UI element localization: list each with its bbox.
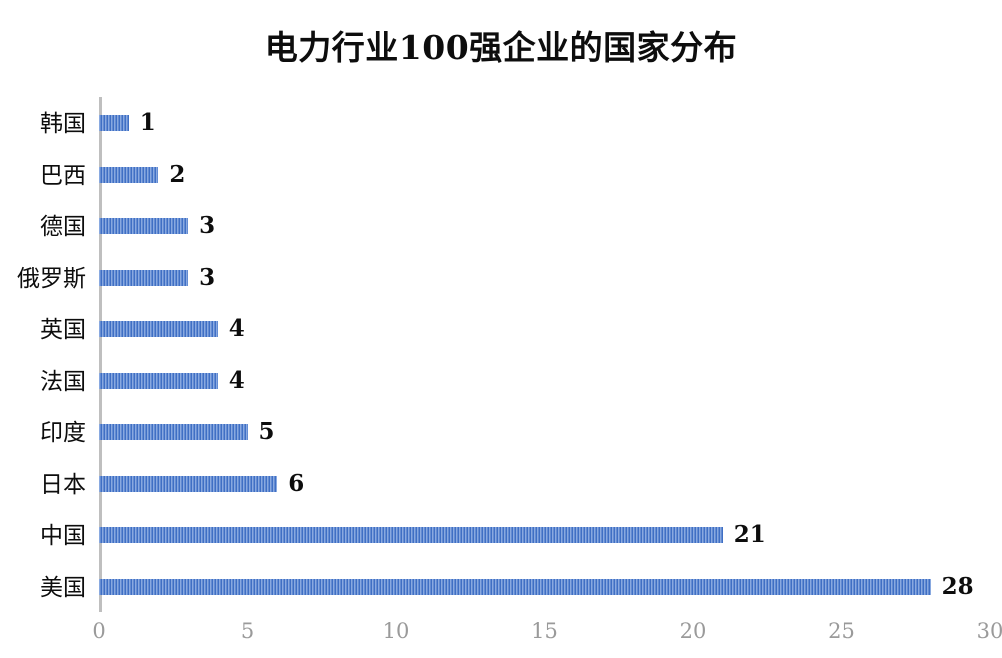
- bar-row: 28: [99, 561, 990, 613]
- x-axis-tick-25: 25: [828, 619, 855, 643]
- bar-row: 3: [99, 200, 990, 252]
- plot-area: 1 2 3 3 4 4 5 6 21 28: [99, 97, 990, 612]
- bar[interactable]: [99, 321, 218, 337]
- bar[interactable]: [99, 166, 159, 183]
- bar-row: 4: [99, 355, 990, 407]
- bar[interactable]: [99, 475, 278, 492]
- bar-row: 1: [99, 97, 990, 149]
- y-axis-label-4: 英国: [40, 317, 86, 343]
- bar[interactable]: [99, 218, 189, 234]
- bar-value-label: 4: [228, 366, 245, 394]
- x-axis-tick-10: 10: [382, 619, 410, 643]
- y-axis-label-7: 日本: [40, 471, 86, 498]
- y-axis-label-6: 印度: [40, 420, 86, 446]
- y-axis-label-9: 美国: [40, 574, 86, 601]
- x-axis-tick-15: 15: [531, 619, 558, 643]
- bar-row: 4: [99, 303, 990, 355]
- bar-row: 6: [99, 458, 990, 510]
- x-axis-tick-labels: 0 5 10 15 20 25 30: [0, 616, 1002, 650]
- x-axis-tick-0: 0: [92, 619, 106, 643]
- bar-row: 21: [99, 509, 990, 561]
- y-axis-category-labels: 韩国巴西德国俄罗斯英国法国印度日本中国美国: [0, 97, 86, 612]
- bar-value-label: 2: [169, 160, 186, 188]
- bar[interactable]: [99, 578, 931, 595]
- bar-row: 5: [99, 406, 990, 458]
- bar-value-label: 3: [199, 263, 216, 291]
- bar-value-label: 3: [199, 212, 216, 239]
- bar[interactable]: [99, 372, 218, 389]
- y-axis-label-0: 韩国: [40, 111, 86, 137]
- x-axis-tick-5: 5: [240, 619, 255, 643]
- chart-title: 电力行业100强企业的国家分布: [264, 28, 738, 67]
- bar-value-label: 4: [228, 315, 245, 342]
- bar-value-label: 28: [941, 572, 974, 600]
- bar-value-label: 5: [258, 418, 275, 445]
- bar-value-label: 6: [288, 469, 305, 497]
- x-axis-tick-30: 30: [976, 619, 1002, 643]
- bar[interactable]: [99, 424, 248, 440]
- bar[interactable]: [99, 115, 129, 131]
- bar-value-label: 1: [139, 109, 156, 136]
- y-axis-label-5: 法国: [40, 368, 86, 395]
- x-axis-tick-20: 20: [679, 619, 707, 643]
- y-axis-label-2: 德国: [40, 214, 86, 240]
- y-axis-line: [99, 97, 102, 612]
- y-axis-label-3: 俄罗斯: [17, 265, 86, 292]
- y-axis-label-8: 中国: [40, 523, 86, 549]
- bar[interactable]: [99, 269, 189, 286]
- y-axis-label-1: 巴西: [40, 162, 86, 189]
- bar-row: 2: [99, 149, 990, 201]
- bar-value-label: 21: [733, 521, 766, 548]
- bar[interactable]: [99, 527, 723, 543]
- bar-row: 3: [99, 252, 990, 304]
